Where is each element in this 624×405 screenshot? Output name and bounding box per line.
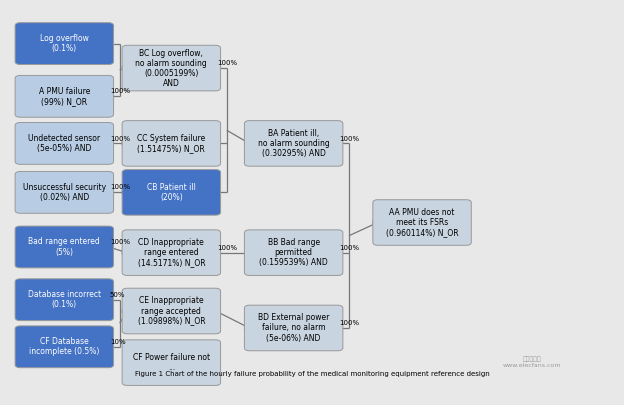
Text: Unsuccessful security
(0.02%) AND: Unsuccessful security (0.02%) AND bbox=[22, 183, 106, 202]
Text: 100%: 100% bbox=[339, 245, 359, 251]
FancyBboxPatch shape bbox=[122, 45, 220, 91]
Text: Undetected sensor
(5e-05%) AND: Undetected sensor (5e-05%) AND bbox=[28, 134, 100, 153]
Text: 100%: 100% bbox=[110, 136, 130, 141]
FancyBboxPatch shape bbox=[15, 226, 114, 268]
FancyBboxPatch shape bbox=[122, 288, 220, 334]
FancyBboxPatch shape bbox=[122, 121, 220, 166]
FancyBboxPatch shape bbox=[15, 279, 114, 321]
FancyBboxPatch shape bbox=[122, 230, 220, 275]
FancyBboxPatch shape bbox=[373, 200, 471, 245]
Text: 100%: 100% bbox=[110, 88, 130, 94]
Text: 电子发烧友
www.elecfans.com: 电子发烧友 www.elecfans.com bbox=[503, 356, 562, 368]
Text: Log overflow
(0.1%): Log overflow (0.1%) bbox=[40, 34, 89, 53]
Text: CC System failure
(1.51475%) N_OR: CC System failure (1.51475%) N_OR bbox=[137, 134, 205, 153]
Text: 50%: 50% bbox=[110, 292, 125, 298]
FancyBboxPatch shape bbox=[15, 75, 114, 117]
Text: 100%: 100% bbox=[339, 136, 359, 141]
FancyBboxPatch shape bbox=[15, 23, 114, 64]
FancyBboxPatch shape bbox=[122, 170, 220, 215]
Text: Database incorrect
(0.1%): Database incorrect (0.1%) bbox=[28, 290, 101, 309]
FancyBboxPatch shape bbox=[15, 122, 114, 164]
FancyBboxPatch shape bbox=[245, 305, 343, 351]
Text: 100%: 100% bbox=[110, 185, 130, 190]
Text: CF Power failure not
...: CF Power failure not ... bbox=[133, 353, 210, 372]
Text: BD External power
failure, no alarm
(5e-06%) AND: BD External power failure, no alarm (5e-… bbox=[258, 313, 329, 343]
FancyBboxPatch shape bbox=[245, 230, 343, 275]
FancyBboxPatch shape bbox=[245, 121, 343, 166]
Text: A PMU failure
(99%) N_OR: A PMU failure (99%) N_OR bbox=[39, 87, 90, 106]
Text: CB Patient ill
(20%): CB Patient ill (20%) bbox=[147, 183, 196, 202]
Text: CF Database
incomplete (0.5%): CF Database incomplete (0.5%) bbox=[29, 337, 99, 356]
Text: BC Log overflow,
no alarm sounding
(0.0005199%)
AND: BC Log overflow, no alarm sounding (0.00… bbox=[135, 49, 207, 87]
FancyBboxPatch shape bbox=[122, 340, 220, 386]
Text: Figure 1 Chart of the hourly failure probability of the medical monitoring equip: Figure 1 Chart of the hourly failure pro… bbox=[135, 371, 489, 377]
FancyBboxPatch shape bbox=[15, 326, 114, 368]
Text: BB Bad range
permitted
(0.159539%) AND: BB Bad range permitted (0.159539%) AND bbox=[260, 238, 328, 267]
Text: Bad range entered
(5%): Bad range entered (5%) bbox=[29, 237, 100, 256]
FancyBboxPatch shape bbox=[15, 171, 114, 213]
Text: 100%: 100% bbox=[217, 245, 237, 251]
Text: CD Inappropriate
range entered
(14.5171%) N_OR: CD Inappropriate range entered (14.5171%… bbox=[137, 238, 205, 267]
Text: BA Patient ill,
no alarm sounding
(0.30295%) AND: BA Patient ill, no alarm sounding (0.302… bbox=[258, 129, 329, 158]
Text: 100%: 100% bbox=[110, 239, 130, 245]
Text: 100%: 100% bbox=[339, 320, 359, 326]
Text: 100%: 100% bbox=[217, 60, 237, 66]
Text: CE Inappropriate
range accepted
(1.09898%) N_OR: CE Inappropriate range accepted (1.09898… bbox=[137, 296, 205, 326]
Text: AA PMU does not
meet its FSRs
(0.960114%) N_OR: AA PMU does not meet its FSRs (0.960114%… bbox=[386, 208, 459, 237]
Text: 10%: 10% bbox=[110, 339, 125, 345]
